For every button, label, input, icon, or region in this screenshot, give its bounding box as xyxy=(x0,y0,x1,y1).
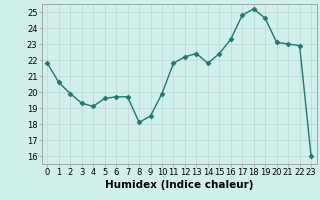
X-axis label: Humidex (Indice chaleur): Humidex (Indice chaleur) xyxy=(105,180,253,190)
